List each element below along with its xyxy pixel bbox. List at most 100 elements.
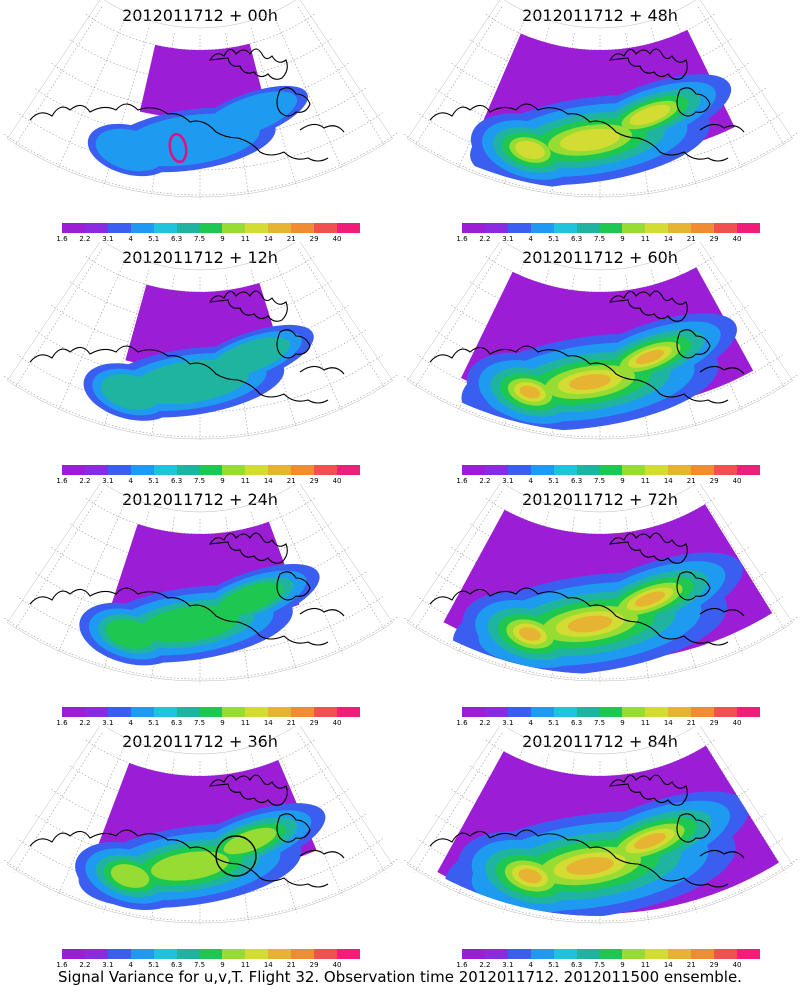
colorbar-segment [107,465,131,475]
colorbar-tick-label: 9 [220,235,225,243]
colorbar-tick-label: 5.1 [148,961,160,969]
colorbar-tick-label: 5.1 [148,235,160,243]
forecast-panel: 2012011712 + 00h 1.6 2.2 3.1 4 5.1 6.3 7.5 9 11 14… [0,0,400,243]
colorbar-tick-label: 5.1 [548,719,560,727]
colorbar-tick-label: 7.5 [593,961,606,969]
colorbar-segment [714,707,738,717]
colorbar-tick-label: 5.1 [548,961,560,969]
colorbar-segment [507,465,531,475]
forecast-panel: 2012011712 + 60h 1.6 2.2 3.1 4 5.1 6.3 7.5 9 11 14… [400,242,800,485]
colorbar-tick-label: 11 [240,719,250,727]
colorbar-tick-label: 1.6 [56,961,68,969]
colorbar [62,949,360,959]
coastline [429,48,745,162]
colorbar-tick-label: 5.1 [148,477,160,485]
colorbar-segment [553,465,577,475]
colorbar-segment [576,223,600,233]
colorbar-tick-label: 9 [620,961,625,969]
variance-map [2,0,398,200]
domain-outline [7,726,393,924]
colorbar-tick-label: 3.1 [102,235,114,243]
colorbar-tick-label: 6.3 [571,477,583,485]
colorbar-tick-label: 1.6 [456,961,468,969]
figure-caption: Signal Variance for u,v,T. Flight 32. Ob… [58,968,742,986]
colorbar-tick-label: 3.1 [102,477,114,485]
colorbar-segment [645,707,669,717]
colorbar-tick-label: 7.5 [193,961,206,969]
colorbar-tick-label: 40 [332,961,342,969]
coastline [29,774,345,888]
colorbar-tick-label: 6.3 [171,235,183,243]
observation-circle-marker [215,835,257,877]
variance-band [515,104,671,160]
colorbar-tick-label: 2.2 [479,961,491,969]
colorbar-segment [84,949,108,959]
colorbar-segment [84,707,108,717]
colorbar-segment [553,949,577,959]
colorbar-tick-label: 1.6 [456,477,468,485]
colorbar-tick-label: 7.5 [593,719,606,727]
colorbar [462,223,760,233]
variance-field [87,43,308,177]
variance-map [2,242,398,442]
colorbar-segment [245,949,269,959]
colorbar-segment [245,223,269,233]
panel-title: 2012011712 + 72h [522,490,678,509]
colorbar-tick-label: 21 [286,719,296,727]
domain-outline [407,0,793,198]
colorbar-segment [176,465,200,475]
colorbar-tick-label: 1.6 [456,235,468,243]
colorbar-segment [84,223,108,233]
colorbar-segment [199,707,223,717]
colorbar-segment [176,223,200,233]
colorbar-tick-label: 3.1 [102,719,114,727]
colorbar-segment [484,949,508,959]
colorbar-segment [314,465,338,475]
coastline [29,48,345,162]
colorbar-segment [599,949,623,959]
variance-band [100,336,290,410]
colorbar-segment [337,949,360,959]
colorbar-segment [691,465,715,475]
coastline [429,774,745,888]
colorbar-segment [130,949,154,959]
colorbar-segment [668,223,692,233]
colorbar-tick-label: 2.2 [479,477,491,485]
colorbar-segment [507,707,531,717]
colorbar-tick-label: 1.6 [56,235,68,243]
colorbar-tick-label: 4 [128,235,133,243]
colorbar-segment [245,707,269,717]
colorbar-tick-label: 6.3 [171,719,183,727]
variance-map [402,484,798,684]
colorbar-tick-label: 4 [128,477,133,485]
colorbar-tick-labels: 1.6 2.2 3.1 4 5.1 6.3 7.5 9 11 14 21 29 40 [456,961,760,971]
colorbar-tick-label: 21 [286,961,296,969]
colorbar-segment [599,465,623,475]
panel-title: 2012011712 + 48h [522,6,678,25]
colorbar-segment [622,949,646,959]
colorbar-tick-label: 3.1 [502,719,514,727]
colorbar [462,465,760,475]
colorbar-segment [484,465,508,475]
colorbar-segment [245,465,269,475]
colorbar-tick-labels: 1.6 2.2 3.1 4 5.1 6.3 7.5 9 11 14 21 29 40 [56,477,360,487]
panel-title: 2012011712 + 36h [122,732,278,751]
colorbar-segment [291,707,315,717]
colorbar-segment [530,465,554,475]
colorbar-segment [62,223,85,233]
colorbar-segment [553,223,577,233]
domain-outline [407,242,793,440]
colorbar-tick-label: 3.1 [502,961,514,969]
colorbar-segment [291,949,315,959]
panel-title: 2012011712 + 60h [522,248,678,267]
colorbar-tick-label: 40 [732,961,742,969]
colorbar-tick-label: 4 [528,719,533,727]
colorbar-tick-label: 1.6 [56,477,68,485]
colorbar-segment [622,465,646,475]
colorbar-segment [691,223,715,233]
colorbar-segment [130,465,154,475]
panel-title: 2012011712 + 84h [522,732,678,751]
colorbar-segment [576,707,600,717]
colorbar-tick-labels: 1.6 2.2 3.1 4 5.1 6.3 7.5 9 11 14 21 29 40 [456,235,760,245]
colorbar-tick-label: 4 [128,961,133,969]
